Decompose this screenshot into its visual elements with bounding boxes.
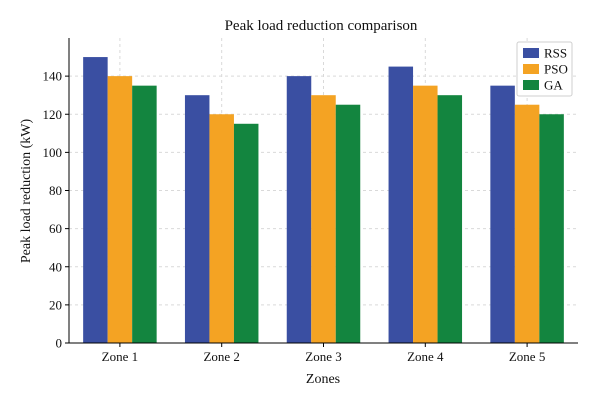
legend-swatch-ga — [523, 80, 539, 90]
legend-swatch-pso — [523, 64, 539, 74]
bar-rss-zone-3 — [286, 76, 312, 343]
y-axis-label: Peak load reduction (kW) — [19, 119, 34, 264]
bar-ga-zone-3 — [335, 104, 361, 343]
x-ticks: Zone 1 Zone 2 Zone 3 Zone 4 Zone 5 — [102, 343, 545, 364]
bar-pso-zone-5 — [514, 104, 540, 343]
x-axis-label: Zones — [306, 372, 340, 387]
bar-pso-zone-3 — [311, 95, 336, 343]
legend-label-pso: PSO — [544, 62, 568, 77]
bar-rss-zone-5 — [490, 85, 515, 343]
x-tick-label-1: Zone 2 — [203, 349, 239, 364]
bar-pso-zone-1 — [107, 76, 133, 343]
bar-ga-zone-5 — [539, 114, 564, 343]
bars — [83, 57, 564, 343]
legend-swatch-rss — [523, 48, 539, 58]
y-tick-label-5: 100 — [43, 145, 63, 160]
bar-rss-zone-2 — [184, 95, 210, 343]
bar-pso-zone-2 — [209, 114, 234, 343]
bar-rss-zone-1 — [83, 57, 108, 343]
x-tick-label-2: Zone 3 — [305, 349, 341, 364]
legend-label-ga: GA — [544, 78, 563, 93]
bar-rss-zone-4 — [388, 66, 414, 343]
y-tick-label-3: 60 — [49, 221, 62, 236]
y-tick-label-2: 40 — [49, 259, 62, 274]
y-tick-label-6: 120 — [43, 107, 63, 122]
x-tick-label-4: Zone 5 — [509, 349, 545, 364]
y-tick-label-7: 140 — [43, 69, 63, 84]
legend-label-rss: RSS — [544, 46, 567, 61]
y-tick-label-4: 80 — [49, 183, 62, 198]
y-tick-label-1: 20 — [49, 297, 62, 312]
bar-pso-zone-4 — [413, 85, 438, 343]
x-tick-label-0: Zone 1 — [102, 349, 138, 364]
bar-ga-zone-1 — [132, 85, 157, 343]
x-tick-label-3: Zone 4 — [407, 349, 444, 364]
y-ticks: 0 20 40 60 80 100 120 140 — [43, 69, 69, 351]
bar-ga-zone-4 — [437, 95, 463, 343]
y-tick-label-0: 0 — [56, 336, 63, 351]
bar-ga-zone-2 — [233, 123, 259, 343]
chart-title: Peak load reduction comparison — [225, 18, 418, 34]
